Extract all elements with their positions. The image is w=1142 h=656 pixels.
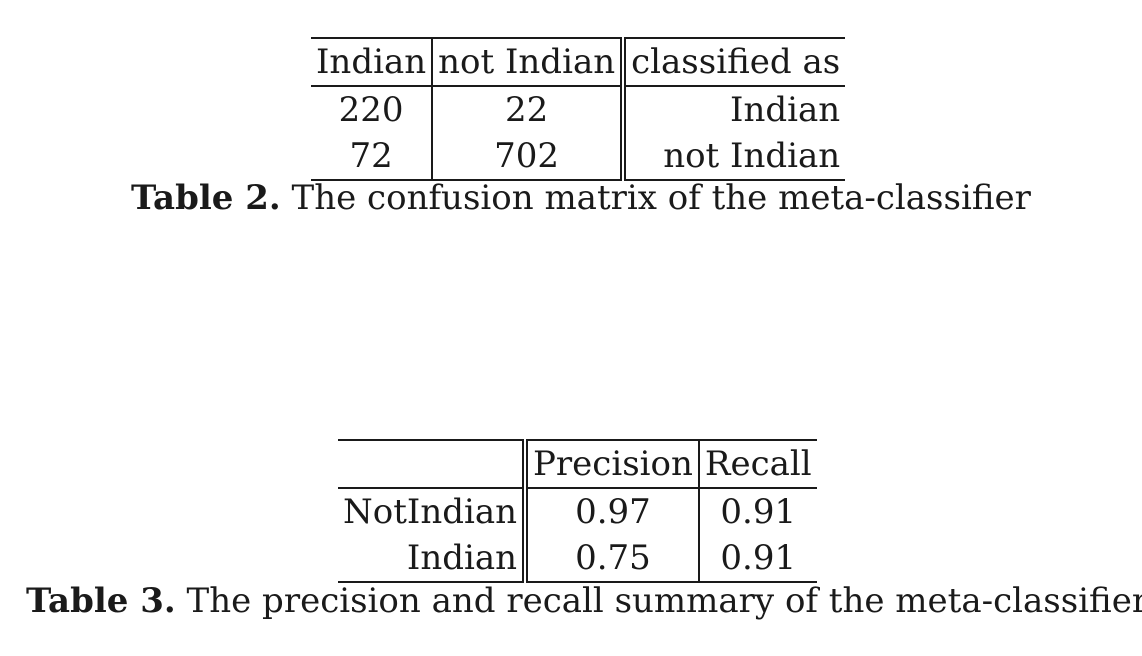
table-row: NotIndian 0.97 0.91: [338, 488, 817, 535]
caption-label: Table 2.: [131, 178, 281, 218]
table-caption: Table 3. The precision and recall summar…: [26, 584, 1142, 618]
header-cell: not Indian: [431, 37, 624, 87]
table-cell: 702: [431, 133, 624, 181]
table-cell: 0.97: [522, 488, 699, 535]
table-row: Indian 0.75 0.91: [338, 535, 817, 583]
table-cell: Indian: [620, 86, 846, 133]
table-cell: 220: [338, 90, 404, 130]
table-header-row: Precision Recall: [338, 439, 817, 489]
header-cell: Indian: [311, 37, 433, 87]
table-cell: not Indian: [620, 133, 846, 181]
precision-recall-table: Precision Recall NotIndian 0.97 0.91 Ind…: [338, 439, 817, 583]
caption-text: The confusion matrix of the meta-classif…: [291, 178, 1031, 218]
table-caption: Table 2. The confusion matrix of the met…: [131, 181, 1031, 215]
table-header-row: Indian not Indian classified as: [311, 37, 846, 87]
table-cell: 72: [311, 133, 433, 181]
caption-text: The precision and recall summary of the …: [186, 581, 1142, 621]
header-cell: Precision: [522, 439, 699, 489]
table-cell: 0.91: [697, 488, 817, 535]
table-cell: 0.91: [697, 535, 817, 583]
table-cell: Indian: [338, 535, 526, 583]
table-row: 220 22 Indian: [311, 86, 846, 133]
header-cell: Recall: [697, 439, 817, 489]
header-cell: classified as: [620, 37, 846, 87]
confusion-matrix-table: Indian not Indian classified as 220 22 I…: [311, 37, 846, 181]
table-cell: NotIndian: [343, 492, 518, 532]
table-row: 72 702 not Indian: [311, 133, 846, 181]
table-cell: 22: [431, 86, 624, 133]
header-cell: [338, 439, 526, 489]
caption-label: Table 3.: [26, 581, 176, 621]
table-cell: 0.75: [522, 535, 699, 583]
